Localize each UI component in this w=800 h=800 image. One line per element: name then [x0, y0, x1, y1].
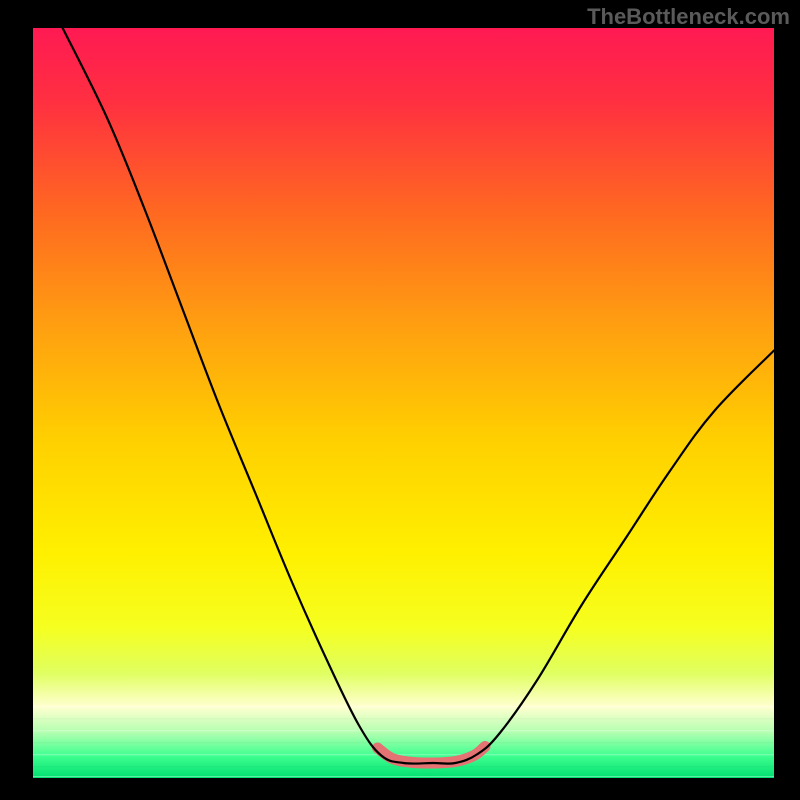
gradient-background [33, 28, 774, 778]
plot-area [33, 28, 774, 778]
chart-svg [33, 28, 774, 778]
watermark-text: TheBottleneck.com [587, 4, 790, 30]
chart-root: TheBottleneck.com [0, 0, 800, 800]
